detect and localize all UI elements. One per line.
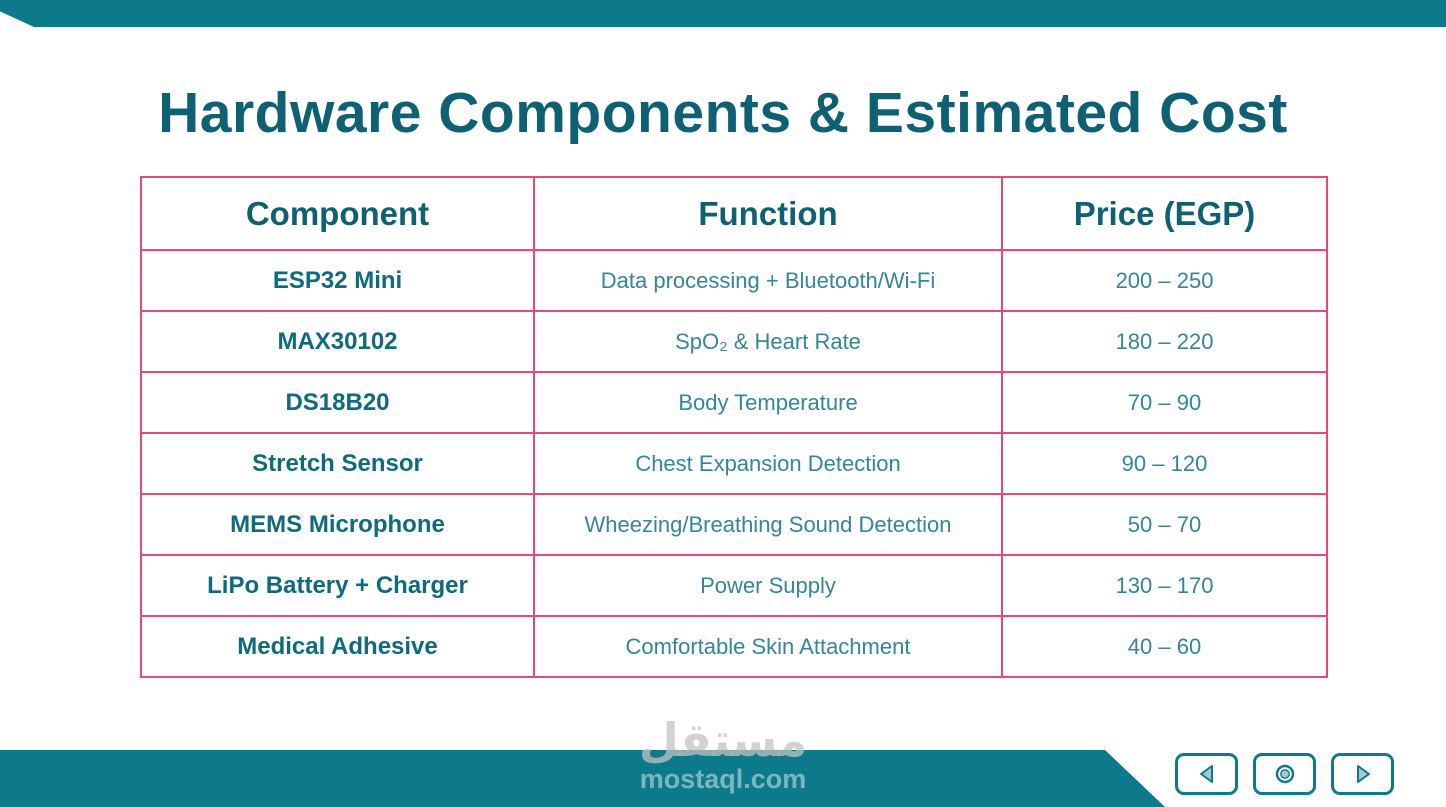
circle-icon xyxy=(1273,762,1297,786)
table-row: MEMS Microphone Wheezing/Breathing Sound… xyxy=(140,493,1328,556)
component-cell: MEMS Microphone xyxy=(140,493,535,556)
forward-triangle-icon xyxy=(1351,762,1375,786)
price-cell: 40 – 60 xyxy=(1001,615,1328,678)
component-cell: DS18B20 xyxy=(140,371,535,434)
function-cell: Power Supply xyxy=(533,554,1003,617)
bottom-accent-bar xyxy=(0,750,1165,807)
function-cell: Chest Expansion Detection xyxy=(533,432,1003,495)
home-button[interactable] xyxy=(1253,753,1316,795)
function-cell: Comfortable Skin Attachment xyxy=(533,615,1003,678)
component-cell: Medical Adhesive xyxy=(140,615,535,678)
back-button[interactable] xyxy=(1175,753,1238,795)
table-header-row: Component Function Price (EGP) xyxy=(140,176,1328,251)
top-accent-bar xyxy=(0,0,1446,27)
column-header-function: Function xyxy=(533,176,1003,251)
table-row: DS18B20 Body Temperature 70 – 90 xyxy=(140,371,1328,434)
price-cell: 50 – 70 xyxy=(1001,493,1328,556)
function-cell: Body Temperature xyxy=(533,371,1003,434)
table-row: Stretch Sensor Chest Expansion Detection… xyxy=(140,432,1328,495)
price-cell: 90 – 120 xyxy=(1001,432,1328,495)
table-row: MAX30102 SpO₂ & Heart Rate 180 – 220 xyxy=(140,310,1328,373)
column-header-component: Component xyxy=(140,176,535,251)
column-header-price: Price (EGP) xyxy=(1001,176,1328,251)
function-cell: Data processing + Bluetooth/Wi-Fi xyxy=(533,249,1003,312)
component-cell: ESP32 Mini xyxy=(140,249,535,312)
table-row: ESP32 Mini Data processing + Bluetooth/W… xyxy=(140,249,1328,312)
component-cell: Stretch Sensor xyxy=(140,432,535,495)
component-cell: LiPo Battery + Charger xyxy=(140,554,535,617)
cost-table-container: Component Function Price (EGP) ESP32 Min… xyxy=(140,176,1328,678)
price-cell: 200 – 250 xyxy=(1001,249,1328,312)
table-row: Medical Adhesive Comfortable Skin Attach… xyxy=(140,615,1328,678)
page-title: Hardware Components & Estimated Cost xyxy=(158,81,1288,145)
slide-nav-controls xyxy=(1175,753,1394,795)
price-cell: 180 – 220 xyxy=(1001,310,1328,373)
hardware-cost-table: Component Function Price (EGP) ESP32 Min… xyxy=(140,176,1328,678)
function-cell: SpO₂ & Heart Rate xyxy=(533,310,1003,373)
back-triangle-icon xyxy=(1195,762,1219,786)
price-cell: 130 – 170 xyxy=(1001,554,1328,617)
component-cell: MAX30102 xyxy=(140,310,535,373)
table-row: LiPo Battery + Charger Power Supply 130 … xyxy=(140,554,1328,617)
function-cell: Wheezing/Breathing Sound Detection xyxy=(533,493,1003,556)
forward-button[interactable] xyxy=(1331,753,1394,795)
price-cell: 70 – 90 xyxy=(1001,371,1328,434)
